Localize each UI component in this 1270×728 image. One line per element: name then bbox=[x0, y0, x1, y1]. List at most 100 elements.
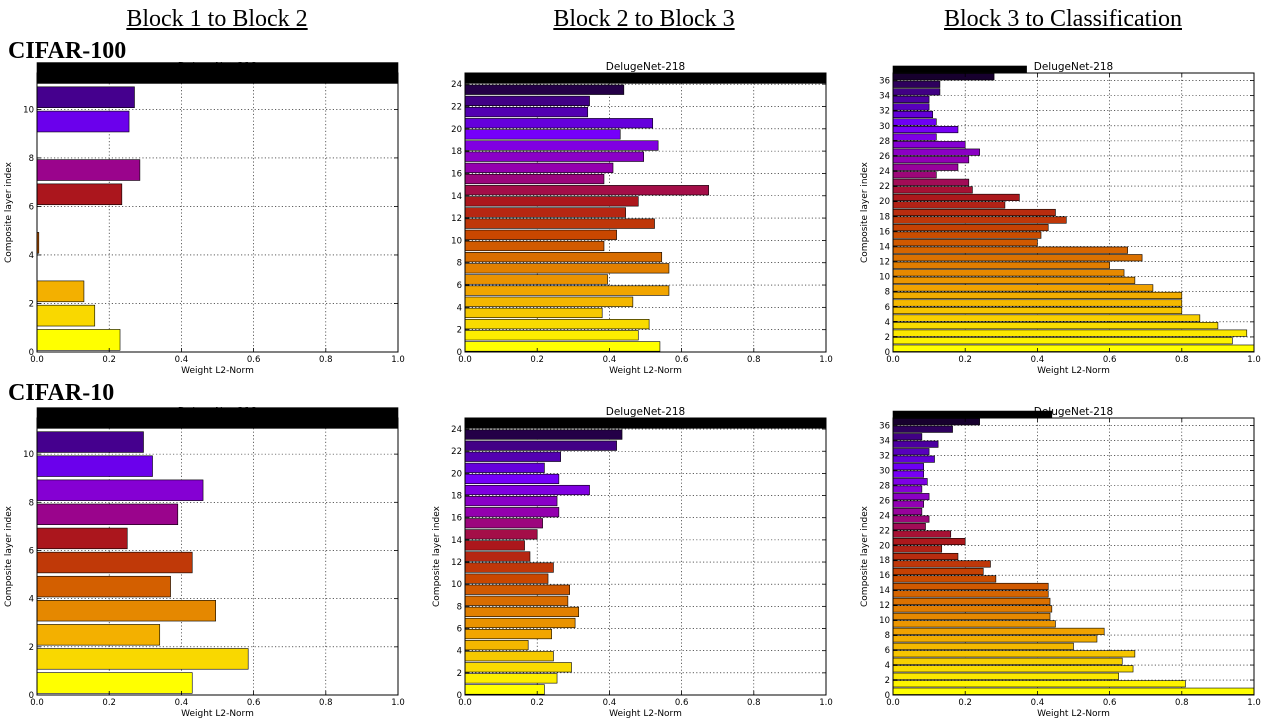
bar-layer-16 bbox=[892, 567, 984, 575]
y-axis-label: Composite layer index bbox=[4, 505, 14, 607]
bar-layer-21 bbox=[464, 451, 561, 462]
bar-layer-17 bbox=[892, 216, 1067, 224]
bar-layer-8 bbox=[892, 627, 1105, 635]
y-tick-label: 0 bbox=[29, 348, 34, 358]
bar-layer-23 bbox=[892, 515, 930, 523]
y-tick-label: 2 bbox=[457, 669, 462, 679]
bar-layer-18 bbox=[464, 484, 590, 496]
plot-frame bbox=[36, 417, 399, 696]
bar-layer-0 bbox=[464, 684, 545, 695]
x-axis-label: Weight L2-Norm bbox=[1037, 709, 1110, 719]
bar-layer-19 bbox=[892, 545, 943, 553]
bar-layer-1 bbox=[36, 304, 96, 327]
bar-layer-13 bbox=[464, 196, 639, 207]
y-tick-label: 36 bbox=[879, 77, 890, 87]
x-tick-label: 0.4 bbox=[1031, 355, 1045, 365]
x-axis-label: Weight L2-Norm bbox=[181, 709, 254, 719]
bar-layer-20 bbox=[464, 462, 545, 473]
bar-layer-5 bbox=[892, 650, 1136, 658]
plot-area: 0.0 0.2 0.4 0.6 0.8 1.0024681012141618202224D… bbox=[432, 406, 833, 719]
bar-layer-12 bbox=[464, 551, 531, 562]
x-tick-label: 0.4 bbox=[603, 698, 617, 708]
bar-layer-30 bbox=[892, 118, 937, 126]
bar-layer-35 bbox=[892, 80, 941, 88]
x-tick-label: 1.0 bbox=[819, 355, 833, 365]
bar-layer-22 bbox=[464, 95, 590, 106]
bar-layer-9 bbox=[464, 240, 605, 252]
x-tick-label: 0.8 bbox=[1175, 355, 1189, 365]
bar-layer-20 bbox=[892, 538, 966, 546]
bar-layer-9 bbox=[464, 584, 570, 595]
y-tick-label: 22 bbox=[879, 526, 890, 536]
bar-layer-7 bbox=[36, 503, 179, 526]
x-tick-label: 1.0 bbox=[819, 698, 833, 708]
x-tick-label: 0.6 bbox=[1103, 698, 1117, 708]
y-tick-label: 20 bbox=[879, 197, 890, 207]
bar-layer-23 bbox=[892, 171, 937, 179]
bar-layer-17 bbox=[464, 151, 644, 162]
bar-layer-14 bbox=[892, 582, 1049, 590]
y-tick-label: 8 bbox=[457, 602, 462, 612]
bar-layer-24 bbox=[464, 418, 827, 429]
bar-layer-22 bbox=[892, 178, 970, 186]
x-tick-label: 0.4 bbox=[603, 355, 617, 365]
chart-cifar10-block2-block3: 0.0 0.2 0.4 0.6 0.8 1.0024681012141618202224D… bbox=[432, 406, 833, 719]
x-tick-label: 0.0 bbox=[458, 355, 472, 365]
x-tick-label: 1.0 bbox=[1247, 355, 1261, 365]
y-axis-label: Composite layer index bbox=[4, 161, 14, 263]
y-tick-label: 26 bbox=[879, 496, 890, 506]
bar-layer-31 bbox=[892, 110, 934, 119]
bar-layer-5 bbox=[464, 628, 552, 640]
x-tick-label: 0.0 bbox=[458, 698, 472, 708]
bar-layer-3 bbox=[464, 307, 603, 319]
column-header-block3-classification: Block 3 to Classification bbox=[944, 6, 1182, 32]
bar-layer-27 bbox=[892, 141, 966, 149]
y-tick-label: 4 bbox=[29, 595, 34, 605]
bar-layer-1 bbox=[892, 680, 1186, 688]
x-tick-label: 0.8 bbox=[747, 355, 761, 365]
y-tick-label: 12 bbox=[879, 601, 890, 611]
y-tick-label: 10 bbox=[451, 580, 462, 590]
y-tick-label: 24 bbox=[451, 80, 462, 90]
x-tick-label: 0.2 bbox=[530, 698, 544, 708]
x-tick-label: 0.2 bbox=[102, 355, 116, 365]
y-tick-label: 6 bbox=[29, 202, 34, 212]
y-tick-label: 24 bbox=[879, 511, 890, 521]
chart-title: DelugeNet-218 bbox=[1034, 61, 1114, 73]
bar-layer-28 bbox=[892, 478, 928, 486]
y-tick-label: 16 bbox=[879, 571, 890, 581]
bar-layer-13 bbox=[464, 540, 525, 551]
bar-layer-6 bbox=[464, 617, 576, 629]
bar-layer-34 bbox=[892, 88, 941, 96]
bar-layer-2 bbox=[464, 319, 650, 330]
bar-layer-20 bbox=[892, 193, 1020, 201]
y-tick-label: 10 bbox=[451, 236, 462, 246]
y-axis-label: Composite layer index bbox=[860, 505, 870, 607]
y-tick-label: 26 bbox=[879, 152, 890, 162]
y-tick-label: 22 bbox=[879, 182, 890, 192]
y-tick-label: 34 bbox=[879, 92, 890, 102]
y-tick-label: 16 bbox=[451, 514, 462, 524]
y-tick-label: 20 bbox=[451, 125, 462, 135]
y-tick-label: 20 bbox=[879, 541, 890, 551]
bar-layer-7 bbox=[892, 635, 1098, 643]
plot-area: 0.0 0.2 0.4 0.6 0.8 1.0 0 2 4 6 8 10 DelugeNet-218 We… bbox=[4, 406, 405, 719]
x-tick-label: 0.6 bbox=[675, 355, 689, 365]
x-tick-label: 0.0 bbox=[886, 698, 900, 708]
bar-layer-7 bbox=[464, 606, 580, 617]
y-tick-label: 4 bbox=[885, 318, 890, 328]
y-tick-label: 10 bbox=[879, 616, 890, 626]
bar-layer-27 bbox=[892, 485, 923, 493]
chart-cifar100-block2-block3: 0.0 0.2 0.4 0.6 0.8 1.0024681012141618202224D… bbox=[451, 61, 833, 376]
x-tick-label: 0.4 bbox=[1031, 698, 1045, 708]
plot-frame bbox=[36, 72, 399, 353]
bar-layer-23 bbox=[464, 429, 623, 440]
bar-layer-2 bbox=[892, 672, 1119, 680]
y-tick-label: 12 bbox=[879, 258, 890, 268]
bar-layer-10 bbox=[892, 612, 1051, 620]
bar-layer-5 bbox=[892, 306, 1183, 315]
y-tick-label: 4 bbox=[457, 303, 462, 313]
bar-layer-3 bbox=[892, 665, 1134, 673]
y-tick-label: 30 bbox=[879, 466, 890, 476]
chart-title: DelugeNet-218 bbox=[1034, 406, 1114, 418]
